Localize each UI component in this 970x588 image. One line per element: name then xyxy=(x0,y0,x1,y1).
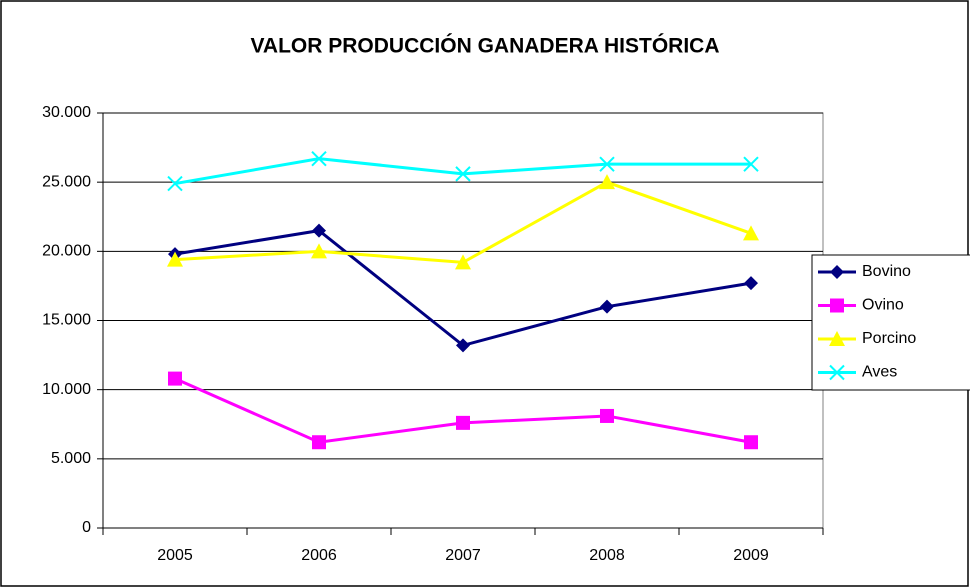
data-point xyxy=(599,156,615,172)
data-point xyxy=(455,254,471,270)
y-tick-label: 15.000 xyxy=(42,312,91,329)
y-tick-label: 20.000 xyxy=(42,243,91,260)
legend-label: Ovino xyxy=(862,297,904,314)
data-point xyxy=(312,435,326,450)
legend-marker xyxy=(830,298,844,313)
data-point xyxy=(167,251,183,267)
data-point xyxy=(599,174,615,190)
data-point xyxy=(455,166,471,182)
legend-label: Bovino xyxy=(862,263,911,280)
data-point xyxy=(168,371,182,386)
data-point xyxy=(456,415,470,430)
data-point xyxy=(600,299,614,314)
data-point xyxy=(456,338,470,353)
data-point xyxy=(744,435,758,450)
data-point xyxy=(743,156,759,172)
data-point xyxy=(600,408,614,423)
data-point xyxy=(743,225,759,241)
x-tick-label: 2009 xyxy=(733,547,769,564)
x-tick-label: 2006 xyxy=(301,547,337,564)
chart-title: VALOR PRODUCCIÓN GANADERA HISTÓRICA xyxy=(250,34,719,58)
legend-marker xyxy=(830,265,844,279)
y-tick-label: 5.000 xyxy=(51,450,91,467)
legend-label: Aves xyxy=(862,364,897,381)
y-tick-label: 30.000 xyxy=(42,104,91,121)
legend-marker xyxy=(829,364,845,381)
y-tick-label: 0 xyxy=(82,519,91,536)
data-point xyxy=(312,223,326,238)
data-point xyxy=(744,276,758,291)
legend-label: Porcino xyxy=(862,330,916,347)
y-tick-label: 10.000 xyxy=(42,381,91,398)
data-point xyxy=(167,175,183,192)
data-point xyxy=(311,150,327,167)
data-point xyxy=(311,243,327,259)
legend-marker xyxy=(829,331,845,346)
y-tick-label: 25.000 xyxy=(42,173,91,190)
x-tick-label: 2005 xyxy=(157,547,193,564)
x-tick-label: 2008 xyxy=(589,547,625,564)
x-tick-label: 2007 xyxy=(445,547,481,564)
